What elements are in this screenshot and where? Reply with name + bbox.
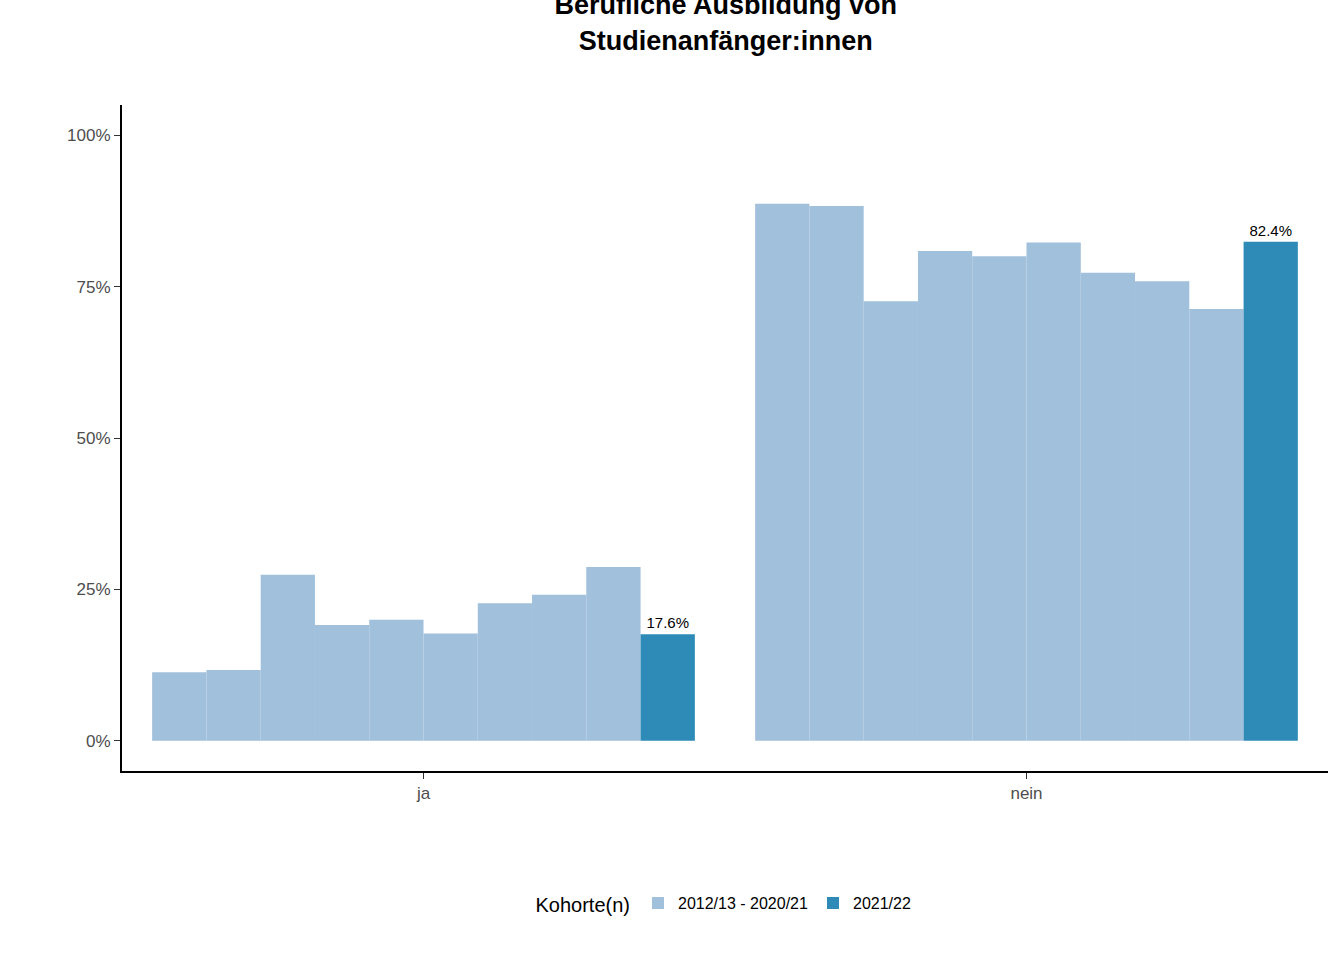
svg-text:50%: 50% bbox=[77, 429, 111, 448]
svg-text:17.6%: 17.6% bbox=[646, 614, 689, 631]
svg-text:Berufliche Ausbildung vonStudi: Berufliche Ausbildung vonStudienanfänger… bbox=[555, 0, 898, 55]
svg-text:25%: 25% bbox=[77, 580, 111, 599]
svg-text:75%: 75% bbox=[77, 278, 111, 297]
svg-text:nein: nein bbox=[1010, 784, 1042, 803]
svg-text:0%: 0% bbox=[86, 732, 111, 751]
svg-text:2012/13 - 2020/21: 2012/13 - 2020/21 bbox=[678, 895, 808, 912]
svg-text:82.4%: 82.4% bbox=[1249, 222, 1292, 239]
svg-text:ja: ja bbox=[416, 784, 431, 803]
svg-text:2021/22: 2021/22 bbox=[853, 895, 911, 912]
svg-text:Kohorte(n): Kohorte(n) bbox=[536, 894, 631, 916]
svg-text:100%: 100% bbox=[67, 126, 110, 145]
